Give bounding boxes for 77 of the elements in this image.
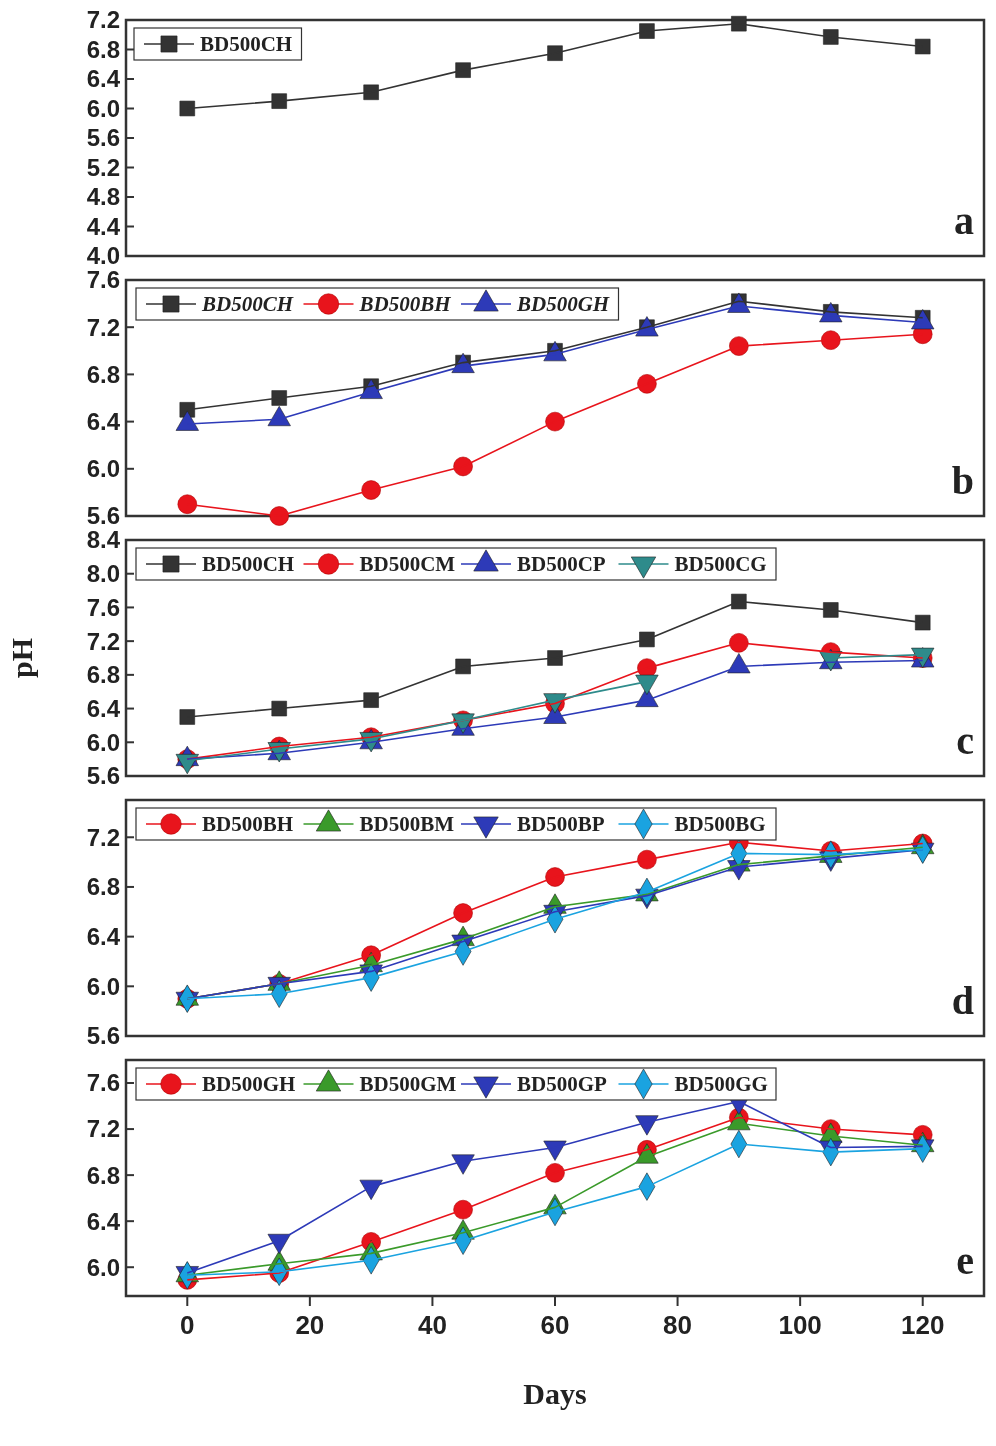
point	[271, 390, 287, 406]
y-tick-label: 4.4	[86, 212, 121, 240]
y-tick-label: 5.6	[86, 124, 120, 152]
y-tick-label: 6.8	[86, 1161, 120, 1189]
y-tick-label: 6.0	[86, 94, 120, 122]
y-tick-label: 6.8	[86, 661, 120, 689]
y-tick-label: 5.6	[86, 762, 120, 790]
annotation: d	[951, 978, 974, 1023]
point	[269, 506, 289, 526]
legend-label: BD500CG	[674, 552, 767, 577]
point	[731, 15, 747, 32]
point	[363, 84, 379, 100]
point	[547, 45, 563, 61]
y-tick-label: 4.8	[86, 183, 120, 211]
point	[915, 38, 931, 55]
point	[361, 480, 381, 500]
y-tick-label: 6.8	[86, 360, 120, 388]
x-tick-label: 100	[778, 1310, 822, 1340]
y-tick-label: 7.6	[86, 1069, 120, 1097]
y-tick-label: 8.0	[86, 560, 120, 588]
point	[271, 93, 287, 109]
point	[455, 62, 471, 78]
y-tick-label: 6.0	[86, 455, 120, 483]
legend-label: BD500CH	[200, 32, 293, 57]
x-tick-label: 120	[901, 1310, 945, 1340]
legend-label: BD500BH	[202, 812, 294, 837]
y-tick-label: 6.8	[86, 873, 120, 901]
y-tick-label: 7.6	[86, 593, 120, 621]
y-tick-label: 7.2	[86, 1115, 120, 1143]
point	[453, 456, 473, 477]
legend-label: BD500CH	[201, 292, 294, 317]
legend-label: BD500BP	[517, 812, 605, 837]
y-tick-label: 6.0	[86, 972, 120, 1000]
x-tick-label: 20	[295, 1310, 325, 1340]
x-tick-label: 80	[663, 1310, 693, 1340]
point	[545, 411, 565, 432]
legend-label: BD500GM	[359, 1072, 457, 1097]
y-tick-label: 6.4	[86, 408, 121, 435]
y-axis-title: pH	[5, 637, 38, 679]
legend-label: BD500BH	[358, 292, 452, 317]
y-tick-label: 7.2	[86, 823, 120, 851]
legend-label: BD500CP	[517, 552, 606, 577]
y-tick-label: 6.4	[86, 694, 121, 722]
legend-label: BD500BM	[359, 812, 455, 837]
legend-label: BD500GH	[202, 1072, 296, 1097]
annotation: c	[956, 718, 974, 763]
annotation: a	[954, 198, 974, 243]
point	[177, 494, 198, 514]
y-tick-label: 6.4	[86, 923, 121, 951]
legend-label: BD500GG	[674, 1072, 768, 1097]
point	[637, 374, 657, 394]
y-tick-label: 6.4	[86, 65, 121, 93]
legend-label: BD500CH	[202, 552, 295, 577]
legend-label: BD500GP	[517, 1072, 608, 1097]
point	[179, 100, 195, 117]
annotation: e	[956, 1238, 974, 1283]
legend-label: BD500CM	[359, 552, 456, 577]
y-tick-label: 6.8	[86, 35, 120, 63]
x-tick-label: 60	[540, 1310, 570, 1340]
legend-label: BD500BG	[674, 812, 766, 837]
y-tick-label: 6.0	[86, 728, 120, 756]
y-tick-label: 5.6	[86, 1022, 120, 1050]
x-tick-label: 0	[180, 1310, 195, 1340]
legend-label: BD500GH	[516, 292, 610, 317]
point	[823, 29, 839, 45]
point	[729, 336, 749, 356]
point	[639, 23, 655, 39]
y-tick-label: 7.2	[86, 313, 120, 341]
annotation: b	[951, 458, 974, 503]
y-tick-label: 7.2	[86, 627, 120, 655]
x-axis-title: Days	[523, 1377, 587, 1410]
y-tick-label: 6.0	[86, 1253, 120, 1281]
x-tick-label: 40	[417, 1310, 447, 1340]
point	[821, 330, 841, 350]
y-tick-label: 6.4	[86, 1207, 121, 1235]
y-tick-label: 5.2	[86, 153, 120, 181]
y-tick-label: 7.2	[86, 6, 120, 34]
